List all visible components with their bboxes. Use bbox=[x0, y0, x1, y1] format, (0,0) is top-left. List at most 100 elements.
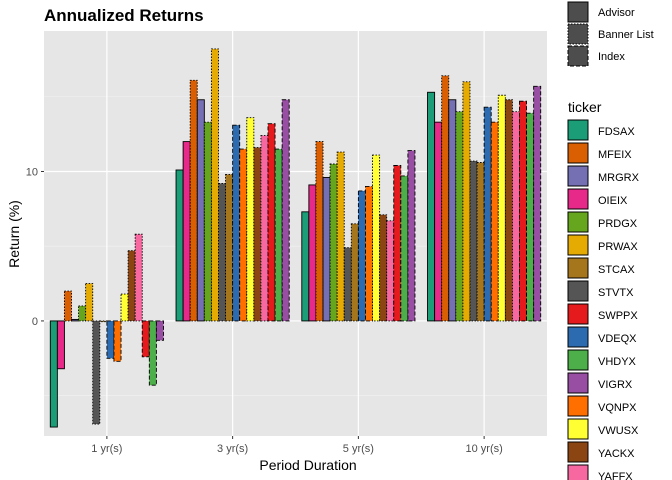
bar-prdgx-2 bbox=[329, 163, 338, 322]
legend-label: VHDYX bbox=[598, 356, 637, 368]
legend-label: Advisor bbox=[598, 7, 635, 19]
y-tick-label: 10 bbox=[26, 166, 38, 178]
legend-key-banner-list bbox=[567, 23, 589, 45]
bar-vqnpx-0 bbox=[113, 320, 122, 362]
legend-key-vwusx bbox=[567, 418, 589, 440]
x-tick-label: 10 yr(s) bbox=[465, 443, 502, 455]
legend-key-advisor bbox=[567, 1, 589, 23]
legend-label: STVTX bbox=[598, 287, 634, 299]
bar-vdeqx-3 bbox=[483, 106, 492, 322]
legend-key-yackx bbox=[567, 441, 589, 463]
ticker-legend-title: ticker bbox=[568, 99, 602, 115]
bar-oieix-2 bbox=[308, 184, 317, 322]
bar-yackx-2 bbox=[379, 214, 388, 322]
ticker-legend: FDSAX MFEIX MRGRX OIEIX PRDGX PRWAX STCAX STVTX… bbox=[567, 119, 640, 480]
bar-yackx-1 bbox=[253, 147, 262, 322]
bar-fdsax-2 bbox=[301, 211, 310, 322]
bar-yaffx-0 bbox=[134, 233, 143, 322]
bar-mfeix-1 bbox=[189, 79, 198, 322]
bar-stcax-2 bbox=[350, 223, 359, 322]
legend-label: FDSAX bbox=[598, 126, 635, 138]
bar-vhdyx-1 bbox=[274, 148, 283, 322]
x-axis-ticks: 1 yr(s) 3 yr(s) 5 yr(s) 10 yr(s) bbox=[91, 436, 503, 455]
bar-fdsax-1 bbox=[175, 169, 184, 322]
legend-key-oieix bbox=[567, 188, 589, 210]
bar-vwusx-0 bbox=[120, 293, 129, 322]
x-tick-label: 5 yr(s) bbox=[343, 443, 374, 455]
bar-stvtx-1 bbox=[218, 182, 226, 322]
bar-vigrx-0 bbox=[155, 320, 164, 341]
bar-fdsax-0 bbox=[49, 320, 58, 428]
x-tick-label: 3 yr(s) bbox=[217, 443, 248, 455]
bar-stvtx-3 bbox=[469, 160, 478, 322]
chart-title: Annualized Returns bbox=[44, 6, 204, 25]
legend-key-fdsax bbox=[567, 119, 589, 141]
legend-label: MFEIX bbox=[598, 149, 632, 161]
legend-label: PRDGX bbox=[598, 218, 638, 230]
bar-vqnpx-1 bbox=[239, 148, 248, 322]
legend-key-mfeix bbox=[567, 142, 589, 164]
bar-stvtx-2 bbox=[343, 247, 352, 322]
bar-vdeqx-1 bbox=[232, 124, 241, 322]
bar-oieix-0 bbox=[56, 320, 65, 370]
legend-key-swppx bbox=[567, 303, 589, 325]
bar-mrgrx-2 bbox=[322, 177, 331, 322]
legend-label: STCAX bbox=[598, 264, 635, 276]
bar-vhdyx-2 bbox=[400, 175, 409, 322]
legend-label: SWPPX bbox=[598, 310, 638, 322]
bar-prwax-3 bbox=[462, 81, 471, 322]
legend-key-vqnpx bbox=[567, 395, 589, 417]
bar-swppx-3 bbox=[519, 100, 528, 322]
legend-key-stvtx bbox=[567, 280, 589, 302]
legend-label: Index bbox=[598, 51, 625, 63]
bar-vigrx-2 bbox=[407, 150, 416, 322]
legend-label: Banner List bbox=[598, 29, 654, 41]
bar-prdgx-0 bbox=[78, 305, 87, 322]
bar-vhdyx-0 bbox=[148, 320, 157, 386]
bar-mfeix-2 bbox=[315, 141, 324, 322]
legend-label: PRWAX bbox=[598, 241, 638, 253]
bar-vigrx-3 bbox=[533, 85, 542, 322]
bar-prdgx-1 bbox=[203, 121, 212, 322]
y-axis-ticks: 0 10 bbox=[26, 166, 44, 328]
x-tick-label: 1 yr(s) bbox=[91, 443, 122, 455]
legend-key-vigrx bbox=[567, 372, 589, 394]
bar-yaffx-1 bbox=[260, 135, 269, 322]
linetype-legend: Advisor Banner List Index bbox=[567, 1, 654, 67]
bar-vdeqx-0 bbox=[106, 320, 115, 359]
legend-label: VDEQX bbox=[598, 333, 637, 345]
legend-key-index bbox=[567, 45, 589, 67]
bar-vwusx-1 bbox=[246, 117, 255, 322]
bar-vqnpx-3 bbox=[490, 121, 499, 322]
bar-marks bbox=[49, 48, 542, 428]
bar-fdsax-3 bbox=[427, 91, 436, 322]
bar-mfeix-0 bbox=[63, 290, 72, 322]
legend-label: YAFFX bbox=[598, 471, 633, 480]
legend-label: VWUSX bbox=[598, 425, 639, 437]
legend-label: VQNPX bbox=[598, 402, 637, 414]
bar-oieix-1 bbox=[182, 141, 191, 322]
legend-label: YACKX bbox=[598, 448, 635, 460]
bar-vdeqx-2 bbox=[357, 190, 366, 322]
bar-yackx-3 bbox=[504, 99, 513, 322]
legend-key-vhdyx bbox=[567, 349, 589, 371]
bar-vwusx-3 bbox=[497, 94, 506, 322]
legend-label: MRGRX bbox=[598, 172, 640, 184]
bar-oieix-3 bbox=[434, 121, 443, 322]
legend-key-prwax bbox=[567, 234, 589, 256]
bar-yaffx-2 bbox=[386, 220, 395, 322]
bar-stvtx-0 bbox=[92, 320, 101, 425]
legend-label: VIGRX bbox=[598, 379, 633, 391]
bar-swppx-1 bbox=[267, 123, 276, 322]
legend-key-prdgx bbox=[567, 211, 589, 233]
bar-swppx-2 bbox=[393, 165, 402, 322]
legend-label: OIEIX bbox=[598, 195, 628, 207]
y-axis-title: Return (%) bbox=[6, 200, 22, 268]
bar-stcax-3 bbox=[476, 162, 485, 322]
bar-mfeix-3 bbox=[441, 75, 450, 322]
bar-swppx-0 bbox=[141, 320, 150, 358]
legend-key-vdeqx bbox=[567, 326, 589, 348]
bar-vhdyx-3 bbox=[526, 112, 535, 322]
bar-mrgrx-1 bbox=[196, 99, 205, 322]
